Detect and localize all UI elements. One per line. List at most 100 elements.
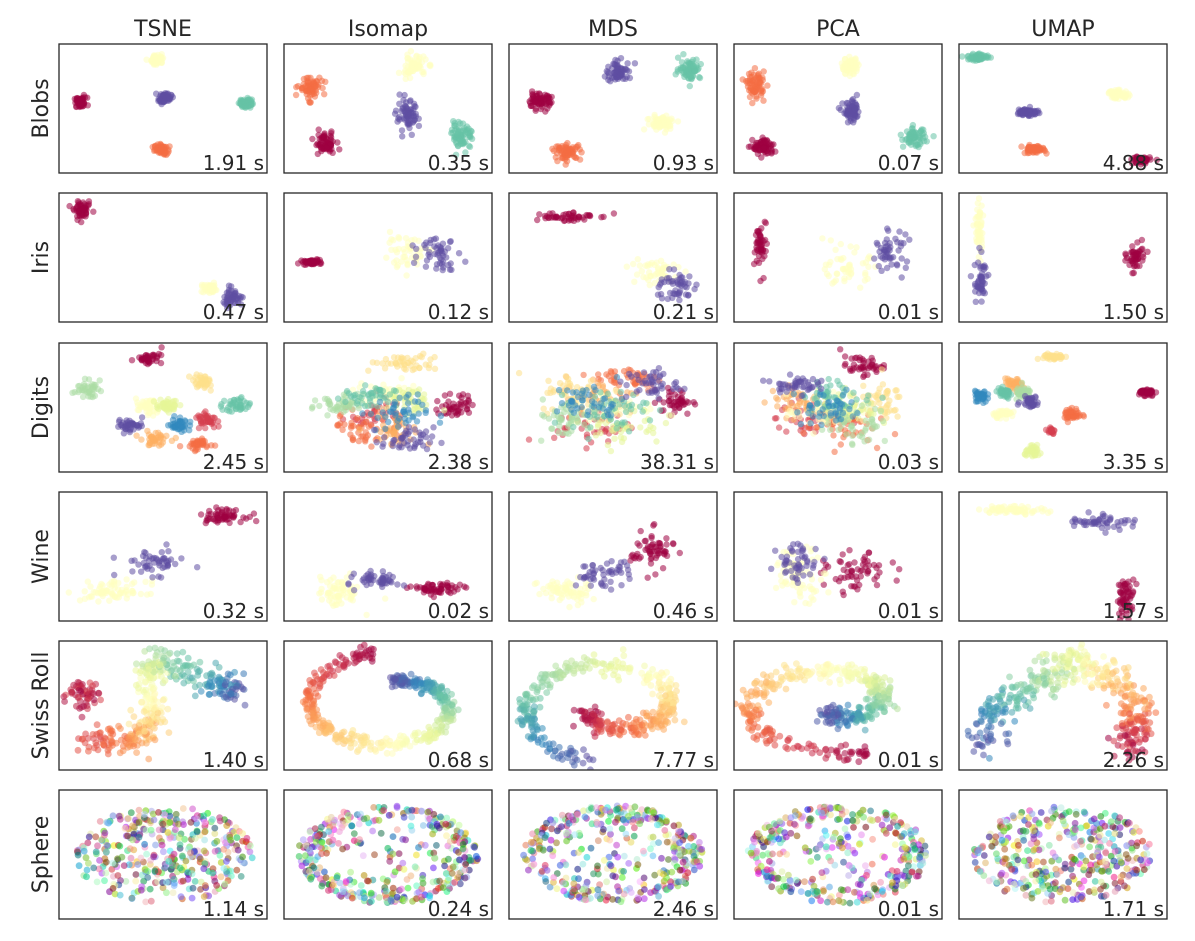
scatter-point xyxy=(799,383,807,391)
timing-label: 2.38 s xyxy=(428,450,489,474)
scatter-point xyxy=(847,365,854,372)
point-cloud xyxy=(294,228,469,279)
scatter-point xyxy=(980,388,987,396)
scatter-point xyxy=(110,554,118,561)
scatter-point xyxy=(315,126,322,133)
scatter-point xyxy=(1030,402,1037,409)
scatter-point xyxy=(1026,387,1034,395)
scatter-point xyxy=(894,413,901,420)
row-label-swiss-roll: Swiss Roll xyxy=(29,652,54,760)
scatter-point xyxy=(602,427,609,434)
scatter-point xyxy=(313,78,320,85)
scatter-point xyxy=(403,272,410,279)
scatter-point xyxy=(391,398,398,406)
scatter-point xyxy=(195,424,203,432)
scatter-point xyxy=(214,519,221,526)
scatter-point xyxy=(686,273,693,280)
scatter-point xyxy=(305,74,312,82)
scatter-point xyxy=(76,597,84,604)
scatter-point xyxy=(805,385,813,393)
scatter-point xyxy=(750,260,758,268)
scatter-point xyxy=(809,375,817,383)
scatter-point xyxy=(177,402,184,409)
scatter-point xyxy=(974,398,982,405)
scatter-point xyxy=(893,387,900,394)
scatter-point xyxy=(98,580,105,588)
scatter-point xyxy=(534,216,541,224)
scatter-point xyxy=(439,260,446,268)
scatter-point xyxy=(446,390,454,397)
row-label-wine: Wine xyxy=(29,529,54,584)
scatter-point xyxy=(294,82,302,90)
scatter-point xyxy=(171,402,179,409)
scatter-point xyxy=(610,210,618,217)
timing-label: 0.47 s xyxy=(203,300,264,324)
scatter-point xyxy=(302,83,309,90)
scatter-point xyxy=(567,417,574,424)
scatter-point xyxy=(515,369,523,377)
scatter-point xyxy=(167,556,175,563)
scatter-point xyxy=(536,90,543,97)
scatter-point xyxy=(565,430,572,437)
scatter-point xyxy=(349,386,357,393)
scatter-point xyxy=(374,414,381,421)
scatter-point xyxy=(354,415,361,422)
scatter-point xyxy=(595,371,602,378)
scatter-point xyxy=(613,373,621,381)
scatter-point xyxy=(135,561,142,568)
scatter-point xyxy=(684,410,691,417)
scatter-point xyxy=(149,574,156,581)
panel-iris-pca: 0.01 s xyxy=(733,192,943,324)
scatter-point xyxy=(419,401,426,408)
scatter-point xyxy=(154,141,162,148)
scatter-point xyxy=(434,397,441,405)
scatter-point xyxy=(681,385,688,392)
scatter-point xyxy=(219,406,226,413)
scatter-point xyxy=(742,78,750,85)
scatter-point xyxy=(546,210,553,217)
scatter-point xyxy=(671,398,678,406)
scatter-point xyxy=(978,298,985,305)
scatter-point xyxy=(389,442,397,450)
panel-frame xyxy=(508,342,718,473)
scatter-point xyxy=(853,396,860,403)
scatter-point xyxy=(422,428,430,435)
scatter-point xyxy=(316,402,323,410)
scatter-point xyxy=(431,365,439,372)
scatter-point xyxy=(123,576,130,583)
scatter-point xyxy=(790,416,797,423)
scatter-point xyxy=(807,420,814,427)
scatter-point xyxy=(186,427,193,434)
scatter-point xyxy=(844,416,851,424)
scatter-point xyxy=(211,442,219,449)
scatter-point xyxy=(229,402,237,409)
scatter-point xyxy=(221,397,228,404)
scatter-point xyxy=(369,389,377,397)
panel-frame xyxy=(283,192,493,323)
scatter-point xyxy=(581,421,588,428)
scatter-point xyxy=(1020,109,1027,117)
scatter-point xyxy=(407,247,414,255)
scatter-point xyxy=(400,246,407,253)
panel-frame xyxy=(58,491,268,622)
scatter-point xyxy=(182,418,189,425)
scatter-point xyxy=(143,56,150,63)
scatter-point xyxy=(623,381,630,389)
scatter-point xyxy=(760,68,767,75)
panel-frame xyxy=(58,342,268,473)
column-title-umap: UMAP xyxy=(1031,17,1094,42)
scatter-point xyxy=(978,274,985,281)
scatter-point xyxy=(691,68,699,75)
scatter-point xyxy=(759,255,766,263)
scatter-point xyxy=(772,148,779,155)
scatter-point xyxy=(158,146,165,153)
scatter-point xyxy=(843,67,851,74)
point-cloud xyxy=(750,218,913,291)
scatter-point xyxy=(831,448,838,455)
scatter-point xyxy=(192,374,199,381)
scatter-point xyxy=(774,403,781,410)
timing-label: 38.31 s xyxy=(640,450,714,474)
timing-label: 3.35 s xyxy=(1103,450,1164,474)
scatter-point xyxy=(853,65,861,72)
scatter-point xyxy=(985,271,992,279)
